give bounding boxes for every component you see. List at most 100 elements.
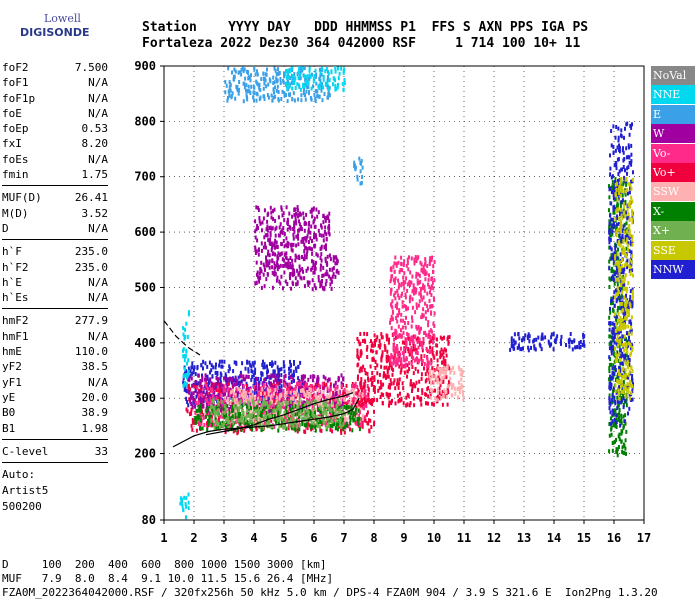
echo-point bbox=[245, 93, 248, 98]
echo-point bbox=[430, 293, 433, 297]
param-row: C-level 33 bbox=[2, 444, 108, 459]
echo-point bbox=[354, 414, 356, 418]
echo-point bbox=[299, 409, 302, 414]
echo-point bbox=[608, 208, 610, 213]
param-name: h`E bbox=[2, 275, 22, 289]
echo-point bbox=[218, 384, 221, 389]
echo-point bbox=[417, 325, 420, 329]
echo-point bbox=[254, 420, 257, 424]
echo-point bbox=[275, 79, 278, 84]
echo-point bbox=[441, 376, 444, 380]
echo-point bbox=[258, 380, 261, 385]
echo-point bbox=[532, 339, 535, 344]
echo-point bbox=[331, 274, 334, 279]
echo-point bbox=[433, 324, 436, 328]
echo-point bbox=[208, 360, 211, 365]
echo-point bbox=[360, 417, 363, 422]
echo-point bbox=[352, 418, 355, 423]
echo-point bbox=[263, 97, 266, 101]
echo-point bbox=[394, 290, 397, 295]
echo-point bbox=[320, 223, 322, 228]
echo-point bbox=[421, 361, 423, 366]
echo-point bbox=[419, 341, 422, 346]
echo-point bbox=[398, 282, 401, 287]
echo-point bbox=[340, 430, 343, 435]
echo-point bbox=[628, 298, 631, 303]
echo-point bbox=[395, 360, 398, 365]
param-row: yF1 N/A bbox=[2, 375, 108, 390]
echo-point bbox=[262, 86, 265, 91]
echo-point bbox=[259, 221, 262, 226]
echo-point bbox=[402, 386, 405, 391]
echo-point bbox=[332, 258, 335, 263]
echo-point bbox=[442, 355, 445, 360]
echo-point bbox=[608, 393, 611, 398]
echo-point bbox=[412, 286, 415, 291]
echo-point bbox=[220, 364, 223, 369]
echo-point bbox=[305, 238, 308, 243]
echo-point bbox=[228, 93, 231, 98]
echo-point bbox=[341, 411, 344, 415]
echo-point bbox=[313, 402, 316, 407]
echo-point bbox=[298, 222, 301, 227]
echo-point bbox=[334, 391, 337, 396]
echo-point bbox=[436, 358, 439, 363]
echo-point bbox=[296, 411, 299, 416]
echo-point bbox=[352, 396, 355, 401]
echo-point bbox=[379, 395, 382, 399]
echo-point bbox=[427, 308, 429, 313]
echo-point bbox=[273, 207, 276, 212]
echo-point bbox=[329, 385, 332, 390]
echo-point bbox=[552, 332, 555, 336]
echo-point bbox=[323, 399, 326, 404]
echo-point bbox=[303, 93, 306, 98]
echo-point bbox=[615, 227, 618, 232]
echo-point bbox=[207, 401, 210, 406]
echo-point bbox=[228, 85, 231, 90]
echo-point bbox=[283, 374, 286, 379]
echo-point bbox=[264, 241, 267, 246]
echo-point bbox=[274, 85, 276, 90]
echo-point bbox=[227, 66, 230, 71]
param-value: 0.53 bbox=[81, 122, 109, 136]
echo-point bbox=[315, 400, 318, 404]
echo-point bbox=[335, 418, 338, 423]
echo-point bbox=[198, 389, 201, 394]
echo-point bbox=[629, 185, 631, 190]
echo-point bbox=[263, 411, 266, 415]
echo-point bbox=[362, 385, 365, 390]
echo-point bbox=[229, 418, 232, 423]
echo-point bbox=[322, 77, 325, 82]
echo-point bbox=[193, 367, 195, 372]
echo-point bbox=[418, 358, 420, 363]
echo-point bbox=[281, 417, 284, 422]
echo-point bbox=[314, 428, 317, 433]
echo-point bbox=[315, 207, 318, 212]
echo-point bbox=[299, 76, 302, 81]
echo-point bbox=[385, 354, 388, 359]
echo-point bbox=[263, 391, 266, 396]
echo-point bbox=[262, 425, 265, 430]
echo-point bbox=[286, 80, 289, 85]
echo-point bbox=[285, 236, 288, 241]
echo-point bbox=[616, 203, 619, 208]
echo-point bbox=[336, 404, 339, 409]
echo-point bbox=[610, 129, 613, 133]
echo-point bbox=[265, 84, 268, 89]
echo-point bbox=[428, 285, 431, 290]
echo-point bbox=[256, 415, 259, 420]
echo-point bbox=[200, 421, 203, 426]
echo-point bbox=[618, 177, 621, 182]
echo-point bbox=[613, 386, 615, 391]
echo-point bbox=[223, 376, 226, 381]
echo-point bbox=[246, 89, 249, 94]
echo-point bbox=[316, 397, 319, 401]
echo-point bbox=[296, 414, 299, 418]
echo-point bbox=[299, 268, 302, 273]
echo-point bbox=[277, 418, 280, 423]
echo-point bbox=[214, 365, 217, 370]
echo-point bbox=[323, 287, 326, 292]
echo-point bbox=[438, 377, 441, 382]
echo-point bbox=[314, 89, 317, 94]
